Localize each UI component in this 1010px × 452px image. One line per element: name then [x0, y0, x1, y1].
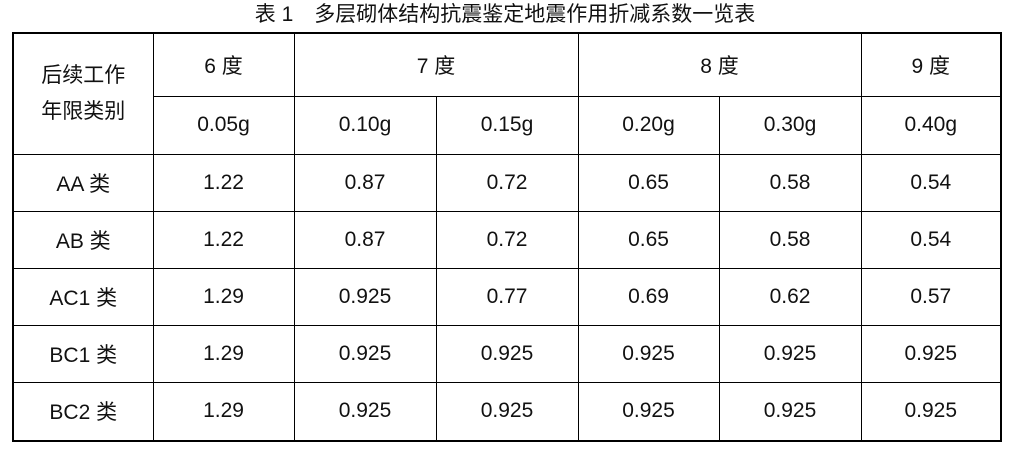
corner-line: 年限类别	[41, 99, 126, 123]
body-row: AA 类 1.22 0.87 0.72 0.65 0.58 0.54	[12, 153, 1002, 212]
row-label: AA 类	[12, 153, 154, 212]
row-label: BC2 类	[12, 381, 154, 442]
column-header: 0.10g	[293, 95, 437, 155]
cell: 0.925	[293, 267, 437, 326]
table-title: 表 1 多层砌体结构抗震鉴定地震作用折减系数一览表	[254, 3, 756, 26]
cell: 0.65	[577, 153, 720, 212]
corner-line: 后续工作	[41, 63, 126, 87]
column-header: 0.40g	[860, 95, 1002, 155]
group-header: 7 度	[293, 32, 579, 97]
cell: 0.54	[860, 210, 1002, 269]
cell: 0.925	[435, 381, 579, 442]
body-row: BC1 类 1.29 0.925 0.925 0.925 0.925 0.925	[12, 324, 1002, 383]
cell: 0.54	[860, 153, 1002, 212]
cell: 1.29	[152, 381, 295, 442]
column-header: 0.20g	[577, 95, 720, 155]
cell: 0.72	[435, 153, 579, 212]
header-row: 0.05g 0.10g 0.15g 0.20g 0.30g 0.40g	[13, 95, 1002, 155]
cell: 0.77	[435, 267, 579, 326]
cell: 0.925	[435, 324, 579, 383]
cell: 0.925	[860, 324, 1002, 383]
column-header: 0.15g	[435, 95, 579, 155]
cell: 0.925	[860, 381, 1002, 442]
cell: 0.925	[718, 324, 862, 383]
group-header: 8 度	[577, 32, 862, 97]
column-header: 0.30g	[718, 95, 862, 155]
row-label: BC1 类	[12, 324, 154, 383]
row-label: AC1 类	[12, 267, 154, 326]
group-header: 9 度	[860, 32, 1002, 97]
cell: 1.29	[152, 267, 295, 326]
cell: 0.72	[435, 210, 579, 269]
cell: 0.65	[577, 210, 720, 269]
body-row: AB 类 1.22 0.87 0.72 0.65 0.58 0.54	[12, 210, 1002, 269]
cell: 0.62	[718, 267, 862, 326]
cell: 1.22	[152, 210, 295, 269]
cell: 1.29	[152, 324, 295, 383]
cell: 0.57	[860, 267, 1002, 326]
cell: 0.69	[577, 267, 720, 326]
cell: 0.925	[293, 381, 437, 442]
cell: 0.58	[718, 153, 862, 212]
cell: 0.925	[577, 324, 720, 383]
cell: 1.22	[152, 153, 295, 212]
cell: 0.925	[577, 381, 720, 442]
row-label: AB 类	[12, 210, 154, 269]
corner-cell: 后续工作 年限类别	[12, 32, 154, 155]
body-row: AC1 类 1.29 0.925 0.77 0.69 0.62 0.57	[12, 267, 1002, 326]
cell: 0.87	[293, 210, 437, 269]
group-header: 6 度	[152, 32, 295, 97]
cell: 0.58	[718, 210, 862, 269]
body-row: BC2 类 1.29 0.925 0.925 0.925 0.925 0.925	[12, 381, 1002, 442]
column-header: 0.05g	[152, 95, 295, 155]
cell: 0.925	[293, 324, 437, 383]
cell: 0.87	[293, 153, 437, 212]
cell: 0.925	[718, 381, 862, 442]
